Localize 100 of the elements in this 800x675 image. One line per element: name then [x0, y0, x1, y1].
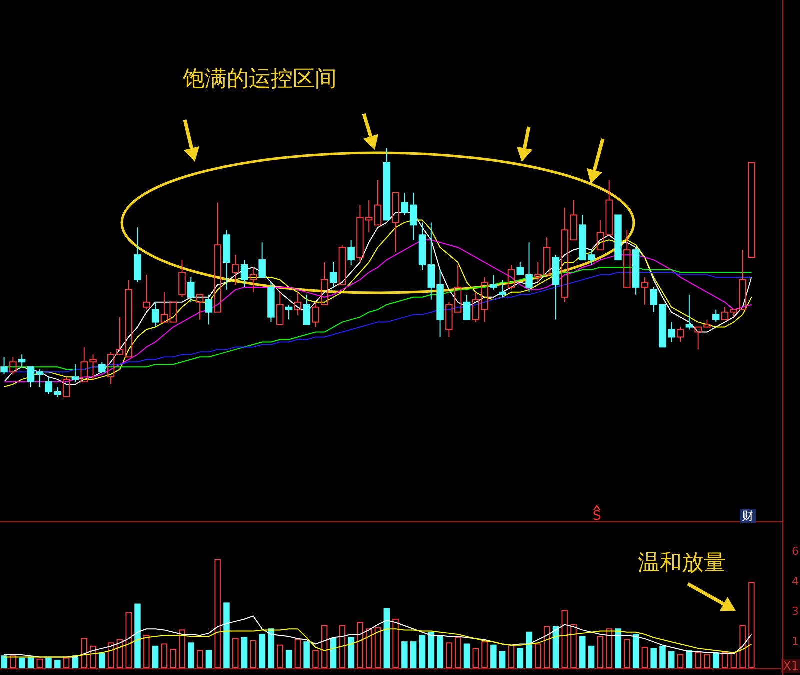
candlestick	[330, 262, 338, 288]
bar	[18, 658, 26, 668]
bar	[544, 626, 550, 668]
bar	[259, 634, 266, 668]
bar	[740, 625, 746, 668]
candlestick	[240, 260, 248, 288]
bar	[36, 658, 43, 668]
bar	[686, 650, 693, 668]
bar	[464, 644, 470, 668]
candlestick	[268, 282, 275, 323]
bar	[134, 604, 141, 668]
candlestick	[641, 276, 649, 306]
bar	[562, 610, 568, 668]
bar	[428, 632, 435, 668]
bar	[713, 653, 720, 668]
candlestick	[36, 369, 44, 388]
bar	[179, 630, 186, 668]
bar	[695, 652, 702, 668]
bar	[570, 624, 577, 668]
candlestick	[392, 192, 400, 254]
bar	[499, 651, 506, 668]
candlestick	[463, 294, 471, 320]
bar	[588, 646, 595, 668]
candlestick	[686, 294, 694, 330]
candlestick	[285, 304, 293, 320]
bar	[63, 658, 70, 668]
bar	[508, 644, 515, 668]
candlestick	[188, 276, 195, 303]
candlestick	[312, 302, 320, 328]
bar	[286, 650, 292, 668]
bar	[615, 628, 622, 668]
bar	[748, 582, 755, 668]
bar	[410, 642, 417, 668]
bar	[206, 650, 212, 668]
bar	[294, 639, 302, 668]
candlestick	[303, 294, 310, 326]
annotation: 温和放量	[638, 551, 726, 576]
candlestick	[321, 262, 328, 306]
candlestick	[276, 292, 284, 326]
candlestick	[178, 260, 186, 298]
candlestick	[18, 354, 26, 368]
text: 6	[792, 545, 799, 558]
candlestick	[721, 306, 729, 320]
bar	[312, 650, 319, 668]
bar	[224, 602, 230, 668]
bar	[99, 653, 106, 668]
candlestick	[374, 180, 382, 226]
bar	[580, 636, 586, 668]
bar	[392, 618, 399, 668]
text: 4	[792, 575, 799, 588]
bar	[161, 644, 168, 668]
bar	[366, 628, 372, 668]
candlestick	[632, 247, 640, 296]
bar	[90, 646, 96, 668]
bar	[54, 660, 61, 668]
candlestick	[214, 202, 222, 313]
bar	[624, 639, 630, 668]
bar	[81, 638, 88, 668]
bar	[232, 638, 239, 668]
candlestick	[196, 294, 204, 320]
candlestick	[223, 230, 230, 290]
bar	[28, 656, 34, 668]
candlestick	[134, 227, 142, 283]
bar	[188, 642, 194, 668]
text: 饱满的运控区间	[182, 67, 337, 92]
candlestick	[152, 302, 160, 328]
bar	[304, 642, 310, 668]
candlestick	[107, 352, 115, 386]
candlestick	[72, 364, 80, 383]
bar	[437, 636, 444, 668]
candlestick	[383, 148, 391, 221]
bar	[108, 642, 114, 668]
bar	[214, 560, 221, 668]
bar	[660, 646, 666, 668]
bar	[330, 638, 337, 668]
candlestick	[498, 279, 506, 298]
bar	[152, 646, 159, 668]
bar	[322, 625, 328, 668]
bar	[650, 648, 657, 668]
bar	[722, 652, 728, 668]
candlestick	[348, 240, 355, 266]
bar	[144, 635, 150, 668]
bar	[472, 648, 479, 668]
bar	[402, 642, 408, 668]
bar	[374, 628, 382, 668]
candlestick	[143, 274, 150, 310]
candlestick	[27, 366, 35, 388]
candlestick	[0, 356, 8, 376]
bar	[277, 644, 284, 668]
candlestick	[232, 254, 240, 286]
candlestick	[552, 254, 560, 320]
bar	[517, 648, 524, 668]
bar	[526, 632, 532, 668]
bar	[241, 637, 248, 668]
candlestick	[418, 222, 426, 271]
candlestick	[490, 274, 498, 290]
candlestick	[250, 267, 258, 293]
bar	[339, 625, 346, 668]
bar	[250, 640, 257, 668]
bar	[606, 628, 612, 668]
